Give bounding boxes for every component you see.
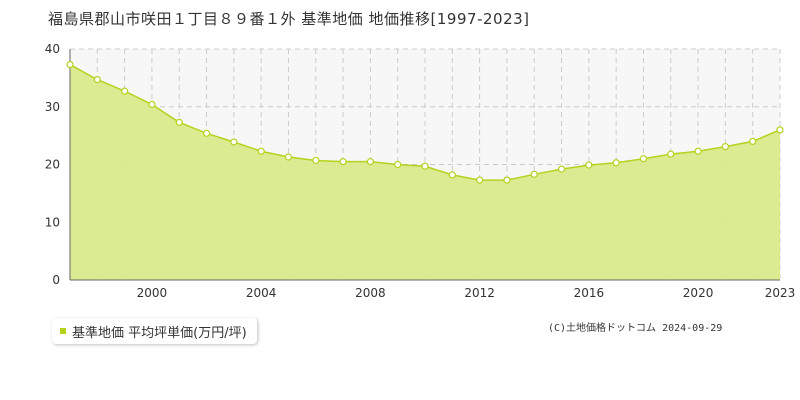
legend-swatch-icon [60,328,66,334]
axes [69,49,780,281]
x-tick-label: 2023 [765,286,796,300]
x-tick-label: 2004 [246,286,277,300]
data-point [749,137,757,145]
x-tick-label: 2012 [464,286,495,300]
data-point [503,176,511,184]
data-point [148,100,156,109]
data-point [339,158,347,166]
data-point [448,171,456,179]
y-tick-label: 20 [45,158,60,172]
data-point [93,76,101,84]
copyright-text: (C)土地価格ドットコム 2024-09-29 [548,323,723,334]
data-point [557,165,566,173]
data-point [230,138,238,146]
data-point [202,129,211,137]
data-point [694,147,702,155]
y-tick-label: 0 [52,273,60,287]
chart-title: 福島県郡山市咲田１丁目８９番１外 基準地価 地価推移[1997-2023] [48,10,530,28]
tick-labels: 0 10 20 30 40 2000 2004 2008 2012 2016 2020 2023 [45,42,796,300]
data-point [667,150,675,158]
legend-label: 基準地価 平均坪単価(万円/坪) [72,325,247,341]
data-point [585,161,593,169]
data-point [394,160,402,169]
data-point [284,153,293,161]
data-point [612,159,620,167]
x-tick-label: 2000 [137,286,168,300]
legend: 基準地価 平均坪単価(万円/坪) [52,318,257,344]
y-tick-label: 10 [45,215,60,229]
x-tick-label: 2020 [683,286,714,300]
chart-svg: 0 10 20 30 40 2000 2004 2008 2012 2016 2020 2023 [45,42,796,300]
data-markers [66,60,784,184]
data-point [721,142,729,151]
data-point [175,118,183,126]
data-point [476,176,484,184]
data-point [366,158,374,166]
data-point [121,87,129,95]
data-point [639,155,648,163]
data-point [312,156,320,165]
x-tick-label: 2016 [574,286,605,300]
data-point [257,147,265,155]
y-tick-label: 40 [45,42,60,56]
x-tick-label: 2008 [355,286,386,300]
data-point [421,162,429,170]
area-fill [70,64,780,280]
data-point [776,126,784,134]
data-point [66,60,74,69]
data-point [530,170,538,178]
y-tick-label: 30 [45,100,60,114]
